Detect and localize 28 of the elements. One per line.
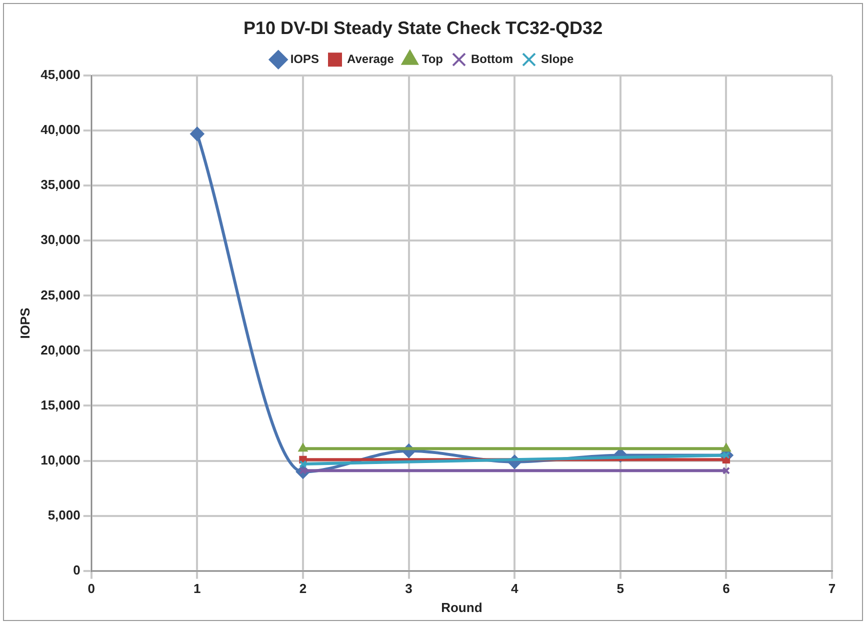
x-tick-label: 6 (722, 581, 730, 596)
x-tick-label: 5 (616, 581, 624, 596)
y-tick-label: 0 (73, 562, 80, 578)
y-tick-label: 25,000 (40, 287, 80, 302)
y-tick-label: 15,000 (40, 397, 80, 412)
legend-label: Average (347, 52, 394, 66)
y-tick-label: 35,000 (40, 177, 80, 192)
x-tick-label: 4 (510, 581, 519, 596)
y-tick-label: 45,000 (40, 67, 80, 82)
x-tick-label: 1 (194, 581, 201, 596)
point (190, 126, 204, 141)
x-axis-title: Round (441, 600, 482, 615)
y-tick-label: 40,000 (40, 122, 80, 138)
x-tick-label: 7 (828, 581, 836, 596)
chart-title: P10 DV-DI Steady State Check TC32-QD32 (243, 18, 603, 38)
y-axis-title: IOPS (17, 307, 32, 339)
y-tick-label: 5,000 (48, 507, 80, 522)
legend-label: Top (422, 52, 444, 66)
x-tick-label: 3 (405, 581, 412, 596)
x-tick-label: 2 (299, 581, 307, 596)
y-tick-label: 10,000 (40, 452, 80, 468)
y-tick-label: 30,000 (40, 232, 80, 248)
legend-label: Bottom (471, 52, 514, 66)
y-tick-label: 20,000 (40, 342, 80, 358)
legend-label: Slope (541, 52, 574, 66)
x-tick-label: 0 (88, 581, 95, 596)
point (722, 466, 730, 474)
legend-label: IOPS (290, 52, 320, 66)
